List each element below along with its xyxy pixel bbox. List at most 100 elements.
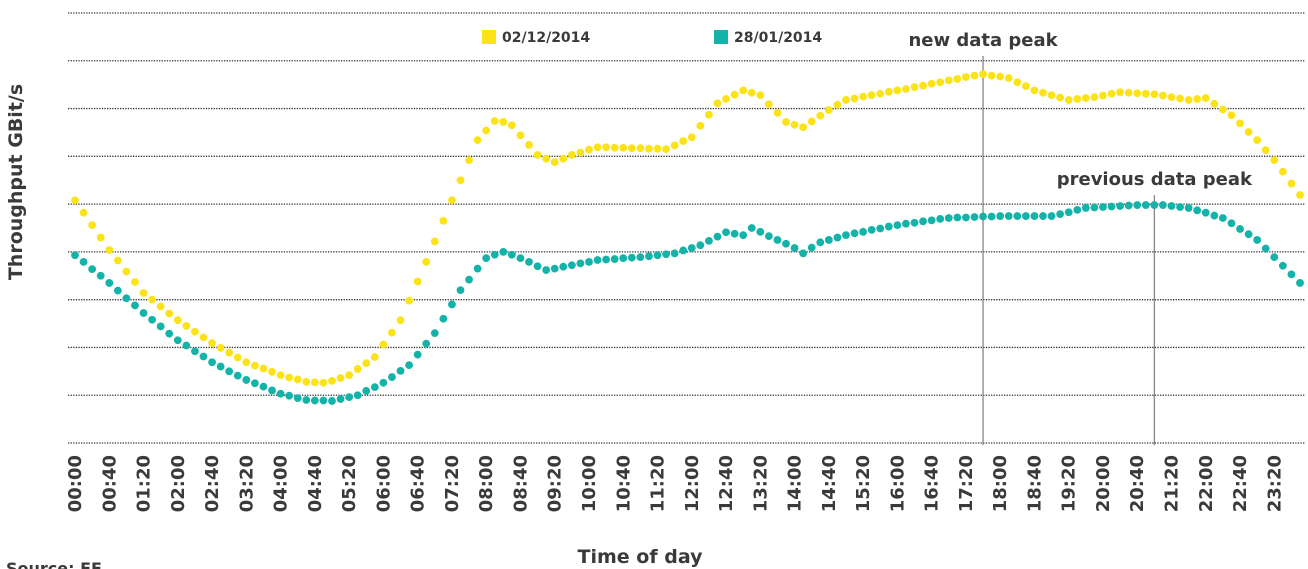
line-dot — [850, 94, 859, 103]
line-dot — [362, 359, 371, 368]
x-tick-label: 11:20 — [648, 455, 669, 512]
line-dot — [927, 79, 936, 88]
line-dot — [1141, 201, 1150, 209]
x-tick-label: 02:00 — [168, 455, 189, 512]
line-dot — [782, 239, 790, 248]
line-dot — [679, 246, 688, 255]
line-dot — [593, 143, 602, 152]
x-tick-label: 07:20 — [442, 455, 463, 512]
x-tick-label: 04:00 — [271, 455, 292, 512]
line-dot — [293, 394, 302, 402]
line-dot — [208, 339, 216, 348]
line-dot — [370, 383, 379, 391]
line-dot — [216, 344, 225, 352]
line-dot — [499, 247, 508, 256]
line-dot — [1210, 211, 1219, 220]
line-dot — [448, 196, 456, 205]
line-dot — [507, 250, 516, 259]
line-dot — [413, 350, 422, 359]
line-dot — [747, 88, 756, 97]
line-dot — [148, 295, 156, 304]
line-dot — [739, 231, 748, 240]
line-dot — [208, 358, 216, 367]
line-dot — [1099, 203, 1107, 211]
line-dot — [962, 73, 970, 81]
line-dot — [439, 216, 448, 225]
line-dot — [1219, 105, 1227, 114]
line-dot — [884, 87, 893, 96]
line-dot — [833, 100, 842, 109]
line-dot — [216, 362, 225, 371]
line-dot — [328, 376, 336, 385]
line-dot — [182, 322, 191, 330]
line-dot — [1133, 89, 1142, 98]
line-dot — [1176, 94, 1184, 103]
line-dot — [953, 213, 962, 222]
line-dot — [764, 100, 773, 109]
line-dot — [1296, 279, 1304, 287]
line-dot — [362, 387, 371, 395]
line-dot — [268, 367, 276, 376]
line-dot — [859, 92, 868, 101]
line-dot — [276, 389, 285, 398]
line-dot — [730, 229, 739, 238]
line-dot — [388, 373, 396, 381]
line-dot — [533, 262, 542, 271]
x-tick-label: 22:40 — [1230, 455, 1251, 512]
x-tick-label: 09:20 — [545, 455, 566, 512]
line-dot — [96, 233, 105, 242]
line-dot — [191, 347, 199, 356]
line-dot — [619, 254, 628, 262]
line-dot — [1064, 208, 1073, 217]
line-dot — [627, 144, 636, 153]
line-dot — [773, 236, 782, 244]
line-dot — [439, 314, 448, 323]
line-dot — [1107, 89, 1116, 98]
line-dot — [388, 328, 396, 337]
x-tick-label: 23:20 — [1264, 455, 1285, 512]
line-dot — [893, 86, 902, 95]
line-dot — [790, 120, 799, 129]
line-dot — [165, 309, 174, 318]
x-tick-label: 19:20 — [1059, 455, 1080, 512]
line-dot — [567, 151, 576, 159]
line-dot — [165, 329, 174, 338]
x-tick-label: 10:40 — [613, 455, 634, 512]
line-dot — [225, 348, 234, 357]
line-dot — [319, 378, 328, 387]
line-dot — [1253, 236, 1262, 244]
line-dot — [1287, 179, 1296, 188]
line-dot — [722, 228, 730, 237]
line-dot — [233, 353, 242, 362]
line-dot — [405, 361, 413, 370]
line-dot — [910, 218, 919, 227]
line-dot — [713, 232, 722, 241]
x-tick-label: 00:00 — [65, 455, 86, 512]
line-dot — [1107, 202, 1116, 211]
line-dot — [576, 148, 585, 157]
line-dot — [233, 371, 242, 380]
line-dot — [953, 75, 962, 83]
line-dot — [705, 110, 713, 119]
line-dot — [516, 254, 525, 262]
line-dot — [225, 367, 234, 376]
line-dot — [482, 126, 491, 135]
line-dot — [996, 212, 1005, 220]
x-tick-label: 06:40 — [408, 455, 429, 512]
line-dot — [191, 327, 199, 336]
line-dot — [1064, 96, 1073, 104]
line-dot — [662, 250, 670, 259]
line-dot — [456, 286, 465, 295]
line-dot — [756, 91, 765, 100]
line-dot — [550, 264, 559, 273]
line-dot — [182, 341, 191, 350]
line-dot — [542, 154, 551, 163]
line-dot — [156, 302, 165, 311]
line-dot — [987, 212, 996, 221]
line-dot — [242, 376, 251, 384]
line-dot — [122, 267, 131, 276]
line-dot — [567, 261, 576, 270]
line-dot — [430, 237, 439, 246]
line-dot — [833, 233, 842, 242]
